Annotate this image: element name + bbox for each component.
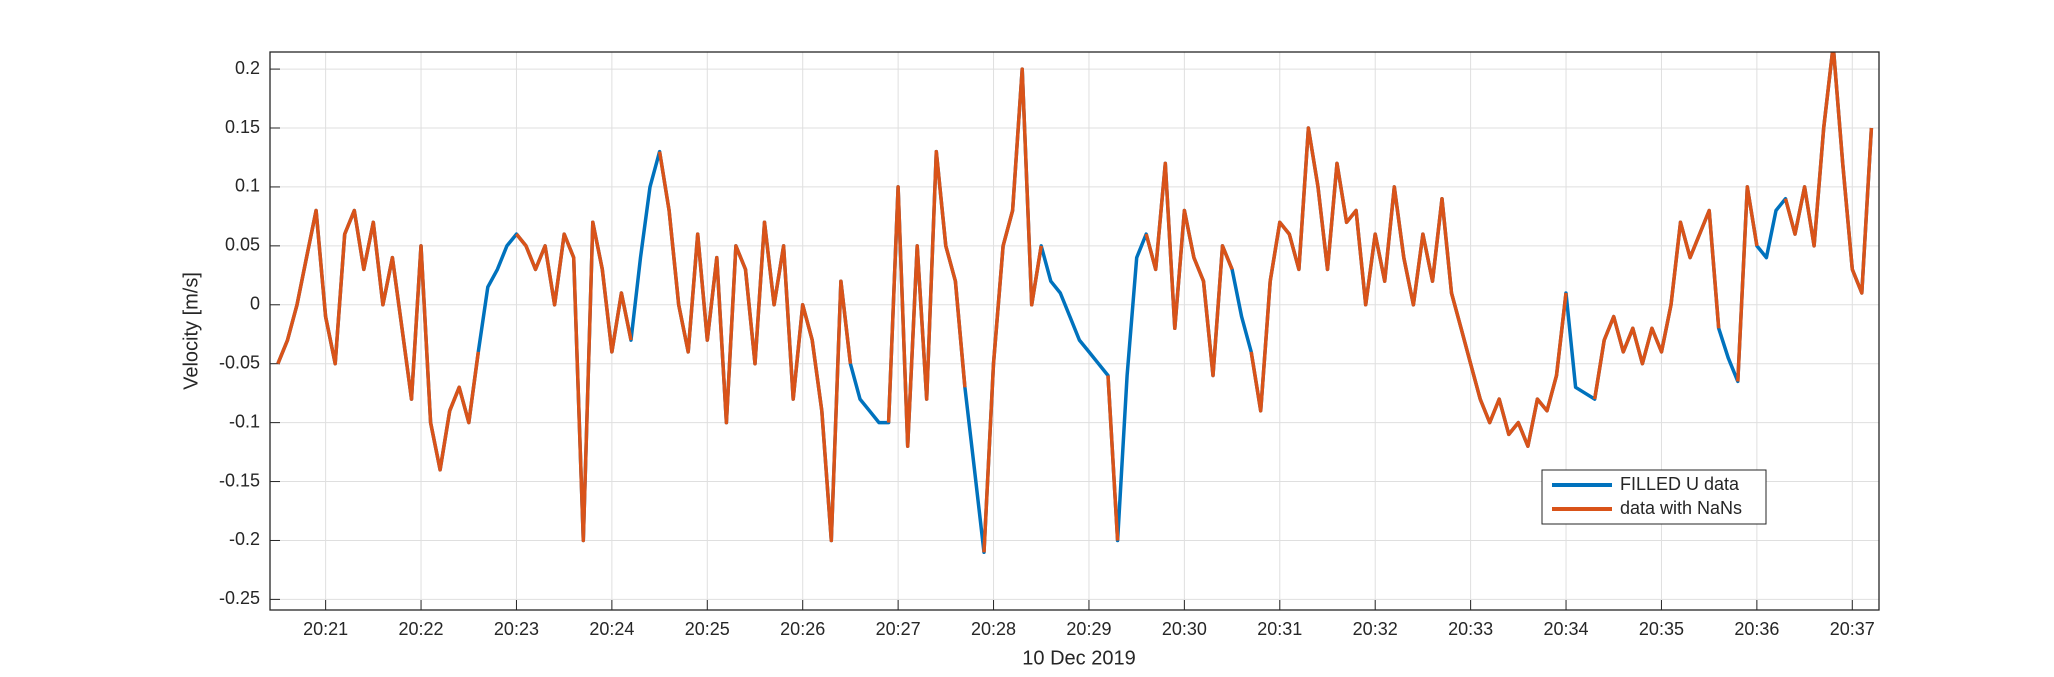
series-line — [276, 52, 1874, 553]
legend-box — [1541, 469, 1767, 525]
y-tick-label: 0.1 — [235, 176, 260, 196]
x-tick-label: 20:28 — [971, 619, 1016, 639]
x-tick-label: 20:33 — [1448, 619, 1493, 639]
x-tick-label: 20:22 — [399, 619, 444, 639]
axes-box — [269, 51, 1880, 611]
y-tick-label: 0 — [250, 294, 260, 314]
x-tick-label: 20:31 — [1257, 619, 1302, 639]
y-tick-label: -0.2 — [229, 529, 260, 549]
legend-label: data with NaNs — [1620, 498, 1742, 518]
x-tick-label: 20:21 — [303, 619, 348, 639]
y-tick-label: -0.1 — [229, 411, 260, 431]
x-tick-label: 20:27 — [876, 619, 921, 639]
legend-label: FILLED U data — [1620, 474, 1740, 494]
y-tick-label: 0.05 — [225, 235, 260, 255]
x-tick-label: 20:23 — [494, 619, 539, 639]
x-axis-label: 10 Dec 2019 — [1022, 647, 1135, 669]
x-tick-label: 20:26 — [780, 619, 825, 639]
y-tick-label: -0.25 — [219, 588, 260, 608]
x-tick-label: 20:24 — [589, 619, 634, 639]
x-tick-label: 20:30 — [1162, 619, 1207, 639]
x-tick-label: 20:34 — [1544, 619, 1589, 639]
y-tick-label: 0.2 — [235, 58, 260, 78]
y-axis-label: Velocity [m/s] — [180, 272, 202, 390]
x-tick-label: 20:36 — [1734, 619, 1779, 639]
x-tick-label: 20:35 — [1639, 619, 1684, 639]
plot-area — [276, 52, 1874, 555]
y-tick-label: 0.15 — [225, 117, 260, 137]
y-tick-label: -0.15 — [219, 470, 260, 490]
x-tick-label: 20:37 — [1830, 619, 1875, 639]
x-tick-label: 20:32 — [1353, 619, 1398, 639]
y-tick-label: -0.05 — [219, 352, 260, 372]
x-tick-label: 20:25 — [685, 619, 730, 639]
x-tick-label: 20:29 — [1066, 619, 1111, 639]
